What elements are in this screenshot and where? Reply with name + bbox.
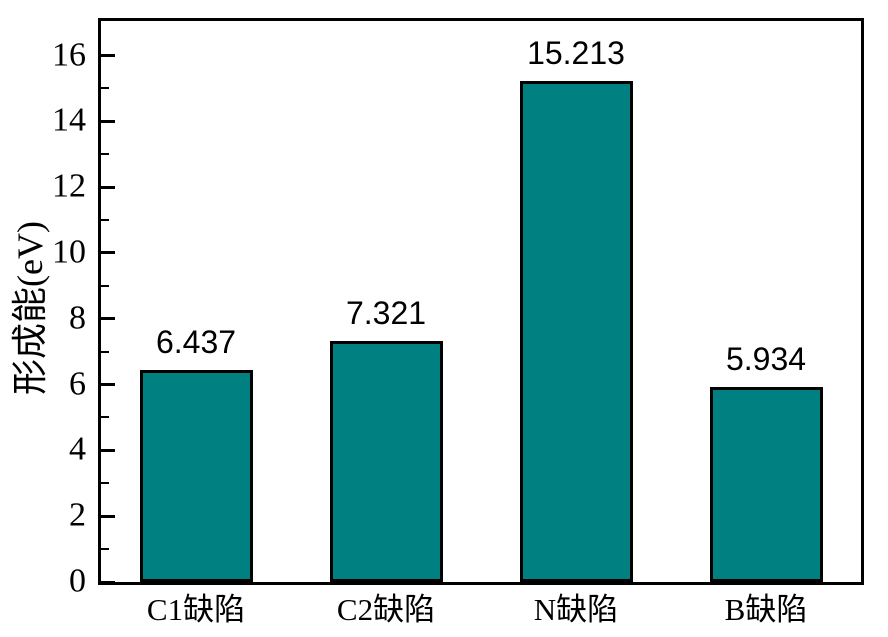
y-major-tick-0 (101, 580, 115, 584)
x-axis-label-0: C1缺陷 (146, 592, 246, 627)
y-tick-label-16: 16 (52, 35, 86, 73)
y-minor-tick-11 (101, 219, 109, 222)
y-tick-label-8: 8 (69, 299, 86, 337)
bar-0 (140, 370, 253, 582)
y-major-tick-2 (101, 514, 115, 518)
y-tick-label-14: 14 (52, 101, 86, 139)
bar-2 (520, 81, 633, 582)
y-major-tick-10 (101, 251, 115, 255)
y-tick-label-10: 10 (52, 233, 86, 271)
bar-value-label-1: 7.321 (345, 295, 427, 332)
y-minor-tick-7 (101, 350, 109, 353)
bar-1 (330, 341, 443, 582)
y-major-tick-8 (101, 317, 115, 321)
y-tick-label-0: 0 (69, 562, 86, 600)
bar-value-label-3: 5.934 (725, 340, 807, 377)
y-major-tick-12 (101, 185, 115, 189)
bar-3 (710, 386, 823, 582)
y-minor-tick-1 (101, 548, 109, 551)
y-major-tick-14 (101, 119, 115, 123)
x-axis-label-2: N缺陷 (533, 592, 619, 627)
x-axis-label-3: B缺陷 (724, 592, 808, 627)
y-minor-tick-13 (101, 153, 109, 156)
x-axis-label-1: C2缺陷 (336, 592, 436, 627)
y-minor-tick-15 (101, 87, 109, 90)
y-tick-label-2: 2 (69, 496, 86, 534)
bar-value-label-2: 15.213 (527, 35, 625, 72)
y-major-tick-6 (101, 383, 115, 387)
y-minor-tick-9 (101, 284, 109, 287)
bar-value-label-0: 6.437 (155, 324, 237, 361)
plot-area: 6.437 7.321 15.213 5.934 (98, 18, 864, 585)
y-tick-label-12: 12 (52, 167, 86, 205)
y-major-tick-16 (101, 54, 115, 58)
y-tick-label-6: 6 (69, 364, 86, 402)
y-tick-label-4: 4 (69, 430, 86, 468)
y-minor-tick-3 (101, 482, 109, 485)
plot-inner: 6.437 7.321 15.213 5.934 (101, 21, 861, 584)
y-minor-tick-5 (101, 416, 109, 419)
y-major-tick-4 (101, 448, 115, 452)
